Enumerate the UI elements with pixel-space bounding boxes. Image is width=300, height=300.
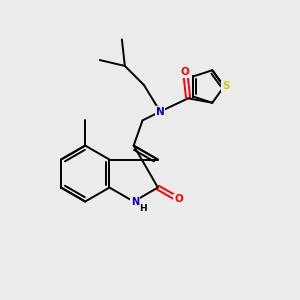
- Text: H: H: [139, 204, 146, 213]
- Text: S: S: [222, 82, 229, 92]
- Text: N: N: [131, 196, 139, 206]
- Text: O: O: [174, 194, 183, 204]
- Text: O: O: [181, 67, 190, 77]
- Text: N: N: [156, 106, 164, 117]
